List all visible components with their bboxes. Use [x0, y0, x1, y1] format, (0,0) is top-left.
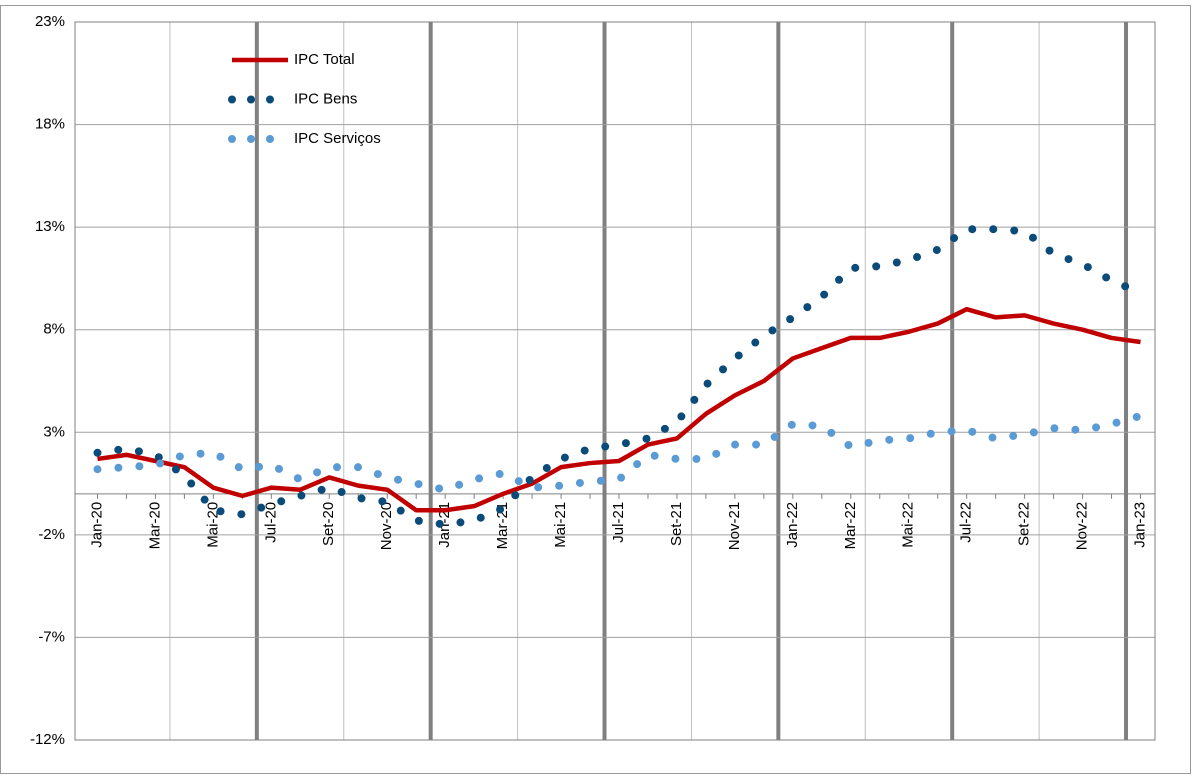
series-line	[93, 411, 1145, 494]
x-tick-label: Set-20	[320, 502, 337, 546]
legend-label: IPC Serviços	[294, 130, 381, 147]
x-tick-label: Jan-22	[784, 502, 801, 548]
x-tick-label: Jul-21	[610, 502, 627, 543]
plot-area	[74, 21, 1156, 741]
x-tick-label: Set-22	[1016, 502, 1033, 546]
x-tick-label: Jan-21	[436, 502, 453, 548]
x-tick-label: Mai-21	[552, 502, 569, 548]
x-tick-label: Mai-20	[204, 502, 221, 548]
series-line	[97, 306, 1141, 513]
x-tick-label: Jan-23	[1131, 502, 1148, 548]
x-tick-label: Nov-20	[378, 502, 395, 550]
x-tick-label: Mar-21	[494, 502, 511, 550]
x-tick-label: Jan-20	[88, 502, 105, 548]
y-tick-label: 18%	[35, 116, 65, 133]
x-tick-label: Nov-21	[726, 502, 743, 550]
y-tick-label: -12%	[30, 731, 65, 748]
y-tick-label: 23%	[35, 13, 65, 30]
x-tick-label: Set-21	[668, 502, 685, 546]
x-tick-label: Mar-22	[842, 502, 859, 550]
x-tick-label: Nov-22	[1074, 502, 1091, 550]
x-tick-label: Mar-20	[146, 502, 163, 550]
x-tick-label: Jul-20	[262, 502, 279, 543]
y-tick-label: 8%	[43, 321, 65, 338]
x-tick-label: Jul-22	[958, 502, 975, 543]
y-tick-label: -2%	[38, 526, 65, 543]
x-tick-label: Mai-22	[900, 502, 917, 548]
y-tick-label: 3%	[43, 423, 65, 440]
y-tick-label: -7%	[38, 628, 65, 645]
legend-label: IPC Total	[294, 51, 355, 68]
y-tick-label: 13%	[35, 218, 65, 235]
legend-label: IPC Bens	[294, 90, 357, 107]
frame	[0, 5, 1191, 774]
